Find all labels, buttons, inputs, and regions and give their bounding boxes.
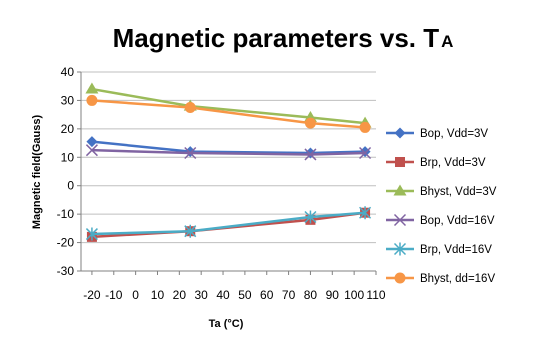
x-tick-label: 100 xyxy=(344,288,364,302)
legend-label: Bop, Vdd=16V xyxy=(420,215,495,227)
data-point-marker xyxy=(184,224,197,238)
chart-title-subscript: A xyxy=(441,32,453,51)
y-tick-label: -30 xyxy=(57,264,75,278)
legend-label: Brp, Vdd=16V xyxy=(420,244,492,256)
series-group xyxy=(85,82,372,242)
legend-item: Brp, Vdd=16V xyxy=(386,242,492,256)
series-1 xyxy=(86,136,371,159)
series-line xyxy=(91,211,366,239)
x-tick-label: 110 xyxy=(366,288,385,302)
y-tick-labels: -30 -20 -10 0 10 20 30 40 xyxy=(57,65,75,278)
legend: Bop, Vdd=3V Brp, Vdd=3V Bhyst, Vdd=3V Bop, … xyxy=(386,127,497,285)
data-point-marker xyxy=(395,157,405,167)
x-tick-label: 70 xyxy=(282,288,296,302)
data-point-marker xyxy=(393,242,407,256)
x-tick-label: -10 xyxy=(105,288,123,302)
legend-item: Brp, Vdd=3V xyxy=(386,157,486,169)
y-tick-label: -10 xyxy=(57,207,75,221)
x-tick-label: 40 xyxy=(216,288,230,302)
y-axis-label: Magnetic field(Gauss) xyxy=(31,115,43,230)
x-tick-labels: -20 -10 0 10 20 30 40 50 60 70 80 90 100 110 xyxy=(83,288,386,302)
data-point-marker xyxy=(184,102,196,114)
series-5 xyxy=(85,206,372,241)
x-tick-label: 20 xyxy=(173,288,187,302)
legend-item: Bop, Vdd=3V xyxy=(386,127,488,140)
x-tick-label: 60 xyxy=(260,288,274,302)
series-line xyxy=(91,140,366,155)
x-tick-label: 10 xyxy=(151,288,165,302)
data-point-marker xyxy=(86,136,98,148)
x-tick-label: 80 xyxy=(304,288,318,302)
data-point-marker xyxy=(359,121,371,133)
data-point-marker xyxy=(359,146,371,158)
x-tick-label: 90 xyxy=(326,288,340,302)
legend-label: Bhyst, dd=16V xyxy=(420,273,495,285)
y-tick-label: -20 xyxy=(57,236,75,250)
x-tick-label: 0 xyxy=(132,288,139,302)
x-axis-label: Ta (°C) xyxy=(209,318,244,330)
data-point-marker xyxy=(393,213,407,227)
legend-item: Bhyst, Vdd=3V xyxy=(386,184,497,198)
data-point-marker xyxy=(85,82,99,94)
data-point-marker xyxy=(304,148,317,161)
axes xyxy=(77,71,377,275)
data-point-marker xyxy=(184,146,197,160)
legend-item: Bop, Vdd=16V xyxy=(386,213,495,227)
series-line xyxy=(91,99,366,129)
x-tick-label: 30 xyxy=(195,288,209,302)
y-tick-label: 10 xyxy=(61,150,75,164)
legend-item: Bhyst, dd=16V xyxy=(386,272,495,285)
data-point-marker xyxy=(359,146,372,160)
legend-label: Bhyst, Vdd=3V xyxy=(420,186,497,198)
data-point-marker xyxy=(304,147,316,159)
legend-label: Bop, Vdd=3V xyxy=(420,128,488,140)
series-line xyxy=(91,87,366,125)
y-tick-label: 20 xyxy=(61,122,75,136)
data-point-marker xyxy=(393,184,407,196)
series-line xyxy=(91,211,366,236)
y-tick-label: 30 xyxy=(61,93,75,107)
x-tick-label: 50 xyxy=(238,288,252,302)
data-point-marker xyxy=(359,206,372,220)
series-line xyxy=(91,148,366,156)
y-tick-label: 0 xyxy=(67,179,74,193)
legend-label: Brp, Vdd=3V xyxy=(420,157,486,169)
data-point-marker xyxy=(304,117,316,129)
data-point-marker xyxy=(86,94,98,106)
series-6 xyxy=(86,94,371,133)
data-point-marker xyxy=(85,227,98,241)
data-point-marker xyxy=(85,144,98,157)
series-4 xyxy=(85,144,372,161)
data-point-marker xyxy=(394,272,406,284)
y-tick-label: 40 xyxy=(61,65,75,79)
x-tick-label: -20 xyxy=(83,288,101,302)
data-point-marker xyxy=(394,127,406,139)
chart-title-main: Magnetic parameters vs. T xyxy=(113,23,440,53)
data-point-marker xyxy=(304,210,317,224)
data-point-marker xyxy=(184,146,196,158)
